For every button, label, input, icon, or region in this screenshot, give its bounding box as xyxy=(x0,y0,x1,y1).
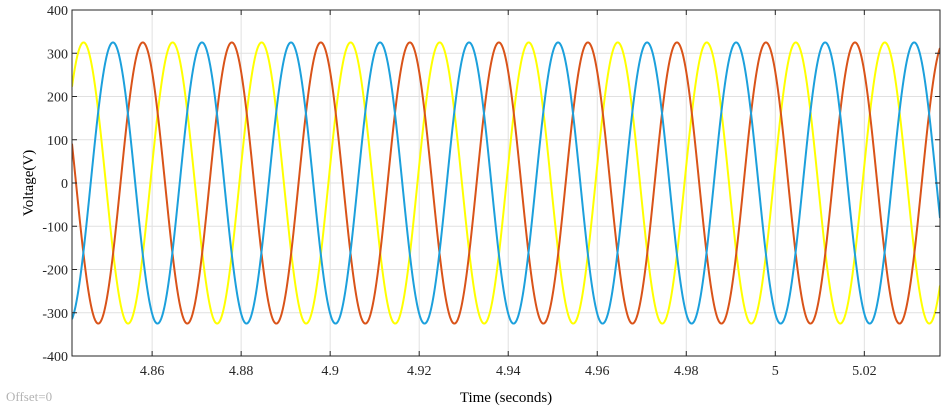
y-tick-label: -100 xyxy=(42,220,68,235)
y-tick-label: 0 xyxy=(61,177,68,192)
y-tick-label: 400 xyxy=(47,4,68,19)
y-tick-label: 200 xyxy=(47,91,68,106)
axis-ticks: 4.86 4.88 4.9 4.92 4.94 4.96 4.98 5 5.02 -400 -300… xyxy=(42,4,940,379)
x-axis-label: Time (seconds) xyxy=(460,390,552,406)
x-tick-label: 4.94 xyxy=(496,364,521,379)
y-tick-label: -200 xyxy=(42,264,68,279)
x-tick-label: 5.02 xyxy=(852,364,877,379)
offset-note: Offset=0 xyxy=(6,389,52,404)
series-layer xyxy=(72,41,940,325)
x-tick-label: 4.92 xyxy=(407,364,432,379)
voltage-series-line-3 xyxy=(72,41,940,325)
voltage-series-line-1 xyxy=(72,41,940,325)
x-tick-label: 4.96 xyxy=(585,364,610,379)
y-tick-label: 300 xyxy=(47,47,68,62)
x-tick-label: 4.9 xyxy=(321,364,339,379)
x-tick-label: 4.98 xyxy=(674,364,699,379)
y-tick-label: -400 xyxy=(42,350,68,365)
x-tick-label: 4.88 xyxy=(229,364,254,379)
x-tick-label: 5 xyxy=(772,364,779,379)
y-axis-label: Voltage(V) xyxy=(21,150,37,216)
y-tick-label: -300 xyxy=(42,307,68,322)
y-tick-label: 100 xyxy=(47,134,68,149)
x-tick-label: 4.86 xyxy=(140,364,165,379)
